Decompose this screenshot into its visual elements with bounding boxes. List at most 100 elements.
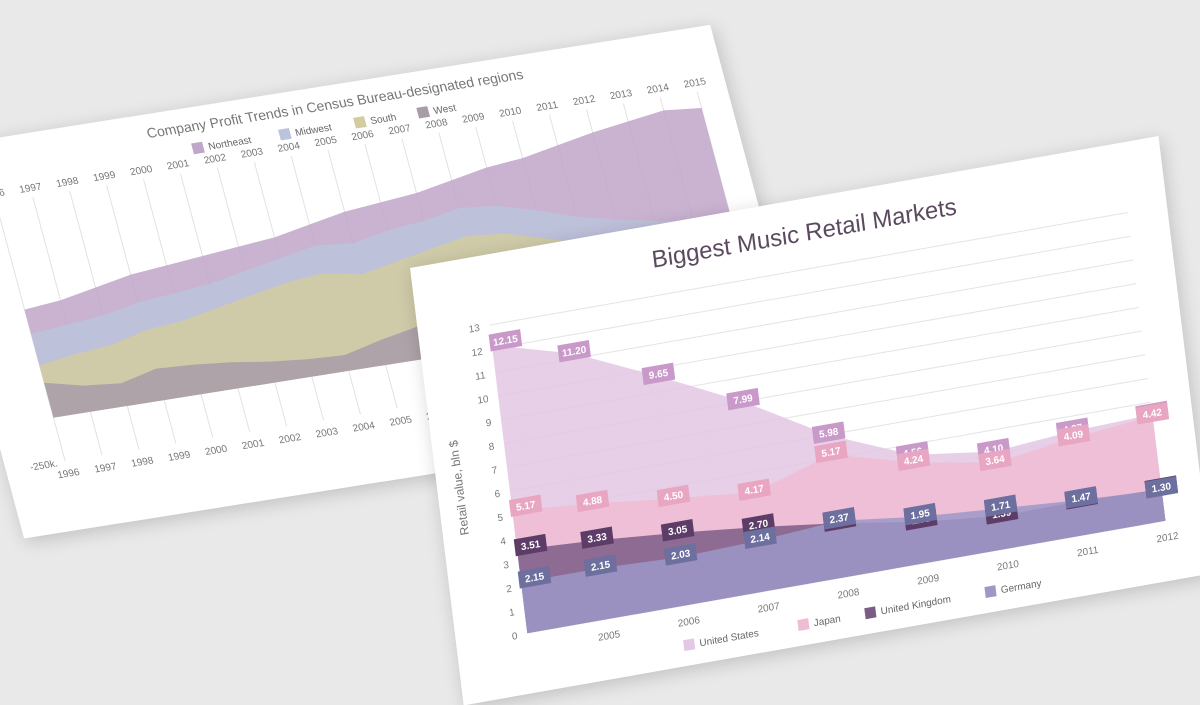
x-tick-top: 2004 (277, 141, 302, 155)
x-tick: 2009 (917, 573, 941, 588)
legend-swatch-japan (797, 618, 810, 632)
x-tick-bottom: 1999 (167, 450, 192, 464)
x-tick-top: 2006 (350, 129, 375, 143)
x-tick-top: 2015 (683, 76, 708, 90)
data-label-bg (1064, 486, 1098, 509)
legend-swatch-northeast (191, 141, 205, 155)
legend-label-united-kingdom: United Kingdom (880, 594, 951, 617)
data-label-bg (1056, 424, 1091, 447)
x-tick-bottom: 2001 (241, 438, 266, 452)
data-label: 2.37 (829, 512, 850, 526)
data-label: 3.05 (668, 524, 689, 538)
data-label: 9.65 (648, 368, 669, 382)
y-tick: 7 (491, 465, 498, 477)
x-tick-bottom: 2002 (278, 432, 303, 446)
data-label-bg (660, 519, 695, 542)
data-label: 1.95 (910, 508, 931, 522)
data-label: 2.14 (750, 532, 771, 546)
x-tick: 2012 (1156, 531, 1180, 546)
data-label: 4.09 (1063, 429, 1084, 443)
front-chart-card: Biggest Music Retail Markets 0 1 2 3 4 5 6 7 8 9 10… (410, 136, 1200, 705)
y-tick: 3 (503, 560, 510, 572)
y-tick: 1 (509, 607, 516, 619)
x-tick-top: 1999 (92, 170, 117, 184)
legend-swatch-united-kingdom (864, 606, 877, 620)
x-tick-top: 2014 (646, 82, 671, 96)
grid-line (489, 212, 1128, 326)
data-label: 12.15 (493, 334, 519, 349)
data-label-bg (656, 484, 691, 508)
y-axis-label: Retail value, bln $ (446, 439, 471, 536)
x-tick-top: 1996 (0, 187, 7, 201)
data-label: 7.99 (733, 393, 754, 407)
data-label: 5.17 (821, 446, 842, 460)
y-tick: 11 (475, 370, 487, 383)
x-tick-top: 2007 (387, 123, 412, 137)
legend-swatch-west (416, 106, 431, 119)
x-tick: 2011 (1077, 545, 1100, 560)
legend-swatch-united-states (683, 638, 696, 652)
data-label-bg (1144, 476, 1179, 499)
x-tick-top: 2003 (240, 146, 265, 160)
data-label: 4.42 (1142, 407, 1163, 421)
x-tick-top: 2013 (609, 88, 634, 102)
x-tick-top: 2008 (424, 117, 449, 131)
x-tick-top: 2000 (129, 164, 154, 178)
data-label: 3.64 (985, 454, 1006, 468)
x-tick-bottom: 1998 (130, 455, 155, 469)
data-label-bg (1135, 402, 1170, 425)
x-tick-bottom: 1997 (93, 461, 118, 475)
data-label-bg (811, 421, 846, 444)
x-tick-top: 2001 (166, 158, 191, 172)
x-tick-top: 2002 (203, 152, 228, 166)
x-tick-top: 1998 (55, 176, 80, 190)
x-tick-bottom: 2004 (352, 420, 377, 434)
y-tick: 2 (506, 583, 513, 595)
legend-swatch-south (353, 116, 367, 129)
data-label: 4.50 (663, 490, 684, 504)
chart-title: Company Profit Trends in Census Bureau-d… (145, 66, 525, 141)
x-tick-bottom: 2003 (315, 426, 340, 440)
data-label: 4.24 (903, 454, 924, 468)
data-label: 2.15 (524, 571, 545, 585)
legend-swatch-germany (984, 585, 997, 599)
data-label-bg (983, 494, 1018, 518)
data-label-bg (508, 494, 543, 517)
data-label-bg (580, 526, 614, 549)
legend-label-germany: Germany (1000, 578, 1042, 596)
y-tick: 5 (497, 512, 504, 524)
data-label: 3.33 (587, 531, 608, 545)
x-tick-bottom: 1996 (56, 467, 81, 481)
data-label: 2.03 (670, 548, 691, 562)
x-tick-top: 1997 (18, 182, 43, 196)
x-tick-bottom: 2000 (204, 444, 229, 458)
data-label: 3.51 (520, 539, 541, 553)
data-label-bg (517, 566, 552, 589)
data-label: 2.15 (590, 559, 611, 573)
data-label-bg (978, 448, 1012, 472)
x-tick: 2010 (996, 559, 1020, 574)
y-tick: 9 (485, 418, 492, 430)
y-tick: 13 (468, 323, 481, 336)
y-tick: -250k. (29, 459, 59, 474)
x-tick-bottom: 2005 (388, 415, 413, 429)
y-tick: 10 (477, 394, 490, 407)
data-label-bg (903, 502, 937, 526)
x-tick-top: 2005 (313, 135, 338, 149)
data-label-bg (641, 362, 676, 386)
legend-label-south: South (369, 112, 398, 127)
data-label-bg (663, 543, 698, 566)
x-tick: 2005 (598, 629, 622, 644)
data-label-bg (513, 533, 548, 557)
legend-swatch-midwest (278, 128, 292, 141)
y-tick: 4 (500, 536, 507, 548)
data-label: 1.71 (990, 500, 1011, 514)
y-tick: 12 (471, 346, 484, 359)
legend-label-united-states: United States (699, 628, 759, 649)
data-label-bg (896, 448, 931, 472)
data-label-bg (583, 554, 618, 577)
data-label-bg (743, 526, 777, 550)
data-label-bg (488, 329, 523, 352)
grid-line (492, 235, 1131, 350)
data-label: 1.30 (1151, 481, 1172, 495)
